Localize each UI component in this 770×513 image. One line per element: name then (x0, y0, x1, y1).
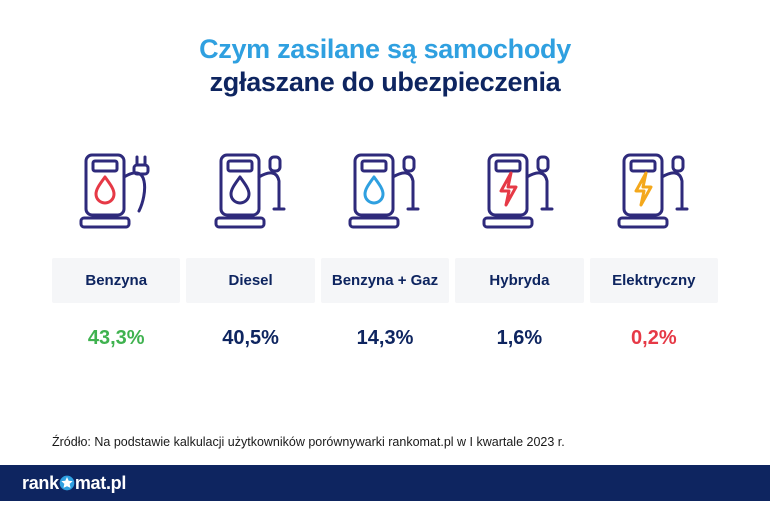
labels-row: BenzynaDieselBenzyna + GazHybrydaElektry… (52, 258, 718, 303)
label-diesel: Diesel (186, 258, 314, 303)
pump-icon-benzyna-gaz (321, 138, 449, 248)
title-line-1: Czym zasilane są samochody (0, 34, 770, 65)
label-hybryda: Hybryda (455, 258, 583, 303)
label-benzyna-gaz: Benzyna + Gaz (321, 258, 449, 303)
fuel-type-chart: BenzynaDieselBenzyna + GazHybrydaElektry… (52, 138, 718, 360)
value-elektryczny: 0,2% (590, 303, 718, 360)
brand-after: mat.pl (75, 473, 126, 493)
value-diesel: 40,5% (186, 303, 314, 360)
icons-row (52, 138, 718, 248)
title-line-2: zgłaszane do ubezpieczenia (0, 67, 770, 98)
label-elektryczny: Elektryczny (590, 258, 718, 303)
pump-icon-benzyna (52, 138, 180, 248)
value-benzyna: 43,3% (52, 303, 180, 360)
source-text: Źródło: Na podstawie kalkulacji użytkown… (52, 435, 565, 449)
value-hybryda: 1,6% (455, 303, 583, 360)
pump-icon-hybryda (455, 138, 583, 248)
values-row: 43,3%40,5%14,3%1,6%0,2% (52, 303, 718, 360)
brand-label: rank mat.pl (22, 473, 126, 494)
pump-icon-elektryczny (590, 138, 718, 248)
title-block: Czym zasilane są samochody zgłaszane do … (0, 0, 770, 98)
value-benzyna-gaz: 14,3% (321, 303, 449, 360)
brand-footer: rank mat.pl (0, 465, 770, 501)
star-icon (59, 475, 75, 491)
pump-icon-diesel (186, 138, 314, 248)
label-benzyna: Benzyna (52, 258, 180, 303)
brand-before: rank (22, 473, 59, 493)
